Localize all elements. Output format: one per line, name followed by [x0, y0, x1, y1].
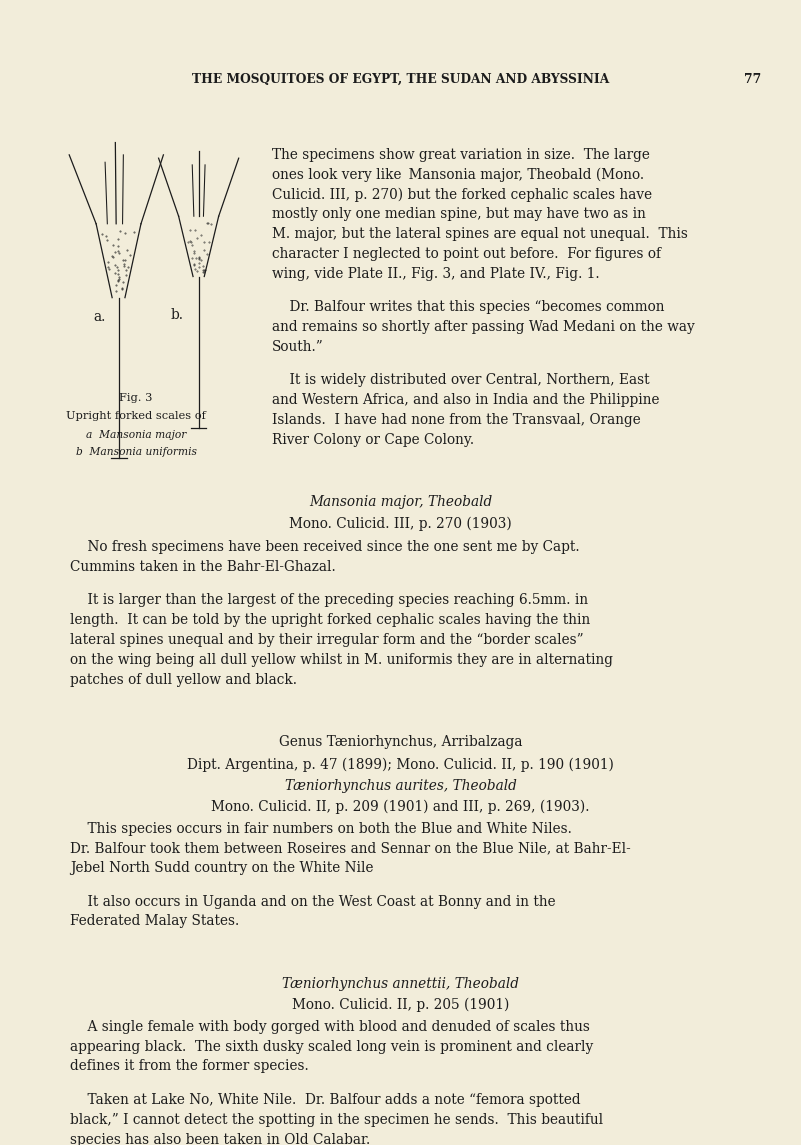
- Text: This species occurs in fair numbers on both the Blue and White Niles.: This species occurs in fair numbers on b…: [70, 821, 573, 836]
- Text: Tæniorhynchus annettii, Theobald: Tæniorhynchus annettii, Theobald: [282, 977, 519, 992]
- Text: Mansonia major, Theobald: Mansonia major, Theobald: [309, 496, 492, 510]
- Text: appearing black.  The sixth dusky scaled long vein is prominent and clearly: appearing black. The sixth dusky scaled …: [70, 1040, 594, 1053]
- Text: M. major, but the lateral spines are equal not unequal.  This: M. major, but the lateral spines are equ…: [272, 227, 688, 240]
- Text: Dr. Balfour writes that this species “becomes common: Dr. Balfour writes that this species “be…: [272, 300, 665, 314]
- Text: Dipt. Argentina, p. 47 (1899); Mono. Culicid. II, p. 190 (1901): Dipt. Argentina, p. 47 (1899); Mono. Cul…: [187, 757, 614, 772]
- Text: Jebel North Sudd country on the White Nile: Jebel North Sudd country on the White Ni…: [70, 861, 374, 875]
- Text: Federated Malay States.: Federated Malay States.: [70, 915, 239, 929]
- Text: Genus Tæniorhynchus, Arribalzaga: Genus Tæniorhynchus, Arribalzaga: [279, 735, 522, 749]
- Text: Cummins taken in the Bahr-El-Ghazal.: Cummins taken in the Bahr-El-Ghazal.: [70, 560, 336, 574]
- Text: It also occurs in Uganda and on the West Coast at Bonny and in the: It also occurs in Uganda and on the West…: [70, 894, 556, 909]
- Text: Upright forked scales of: Upright forked scales of: [66, 411, 206, 421]
- Text: No fresh specimens have been received since the one sent me by Capt.: No fresh specimens have been received si…: [70, 540, 580, 554]
- Text: species has also been taken in Old Calabar.: species has also been taken in Old Calab…: [70, 1132, 371, 1145]
- Text: and Western Africa, and also in India and the Philippine: and Western Africa, and also in India an…: [272, 393, 660, 408]
- Text: b.: b.: [171, 308, 183, 322]
- Text: b  Mansonia uniformis: b Mansonia uniformis: [75, 447, 197, 457]
- Text: 77: 77: [744, 73, 762, 86]
- Text: Fig. 3: Fig. 3: [119, 393, 153, 403]
- Text: Islands.  I have had none from the Transvaal, Orange: Islands. I have had none from the Transv…: [272, 413, 641, 427]
- Text: Mono. Culicid. II, p. 209 (1901) and III, p. 269, (1903).: Mono. Culicid. II, p. 209 (1901) and III…: [211, 799, 590, 814]
- Text: wing, vide Plate II., Fig. 3, and Plate IV., Fig. 1.: wing, vide Plate II., Fig. 3, and Plate …: [272, 267, 600, 281]
- Text: a  Mansonia major: a Mansonia major: [86, 429, 187, 440]
- Text: black,” I cannot detect the spotting in the specimen he sends.  This beautiful: black,” I cannot detect the spotting in …: [70, 1113, 604, 1127]
- Text: Mono. Culicid. II, p. 205 (1901): Mono. Culicid. II, p. 205 (1901): [292, 998, 509, 1012]
- Text: ones look very like  Mansonia major, Theobald (Mono.: ones look very like Mansonia major, Theo…: [272, 167, 645, 182]
- Text: a.: a.: [93, 310, 105, 324]
- Text: on the wing being all dull yellow whilst in M. uniformis they are in alternating: on the wing being all dull yellow whilst…: [70, 653, 614, 666]
- Text: character I neglected to point out before.  For figures of: character I neglected to point out befor…: [272, 247, 662, 261]
- Text: The specimens show great variation in size.  The large: The specimens show great variation in si…: [272, 148, 650, 161]
- Text: and remains so shortly after passing Wad Medani on the way: and remains so shortly after passing Wad…: [272, 319, 695, 334]
- Text: South.”: South.”: [272, 340, 324, 354]
- Text: lateral spines unequal and by their irregular form and the “border scales”: lateral spines unequal and by their irre…: [70, 633, 584, 647]
- Text: Culicid. III, p. 270) but the forked cephalic scales have: Culicid. III, p. 270) but the forked cep…: [272, 188, 653, 202]
- Text: It is widely distributed over Central, Northern, East: It is widely distributed over Central, N…: [272, 373, 650, 387]
- Text: Tæniorhynchus aurites, Theobald: Tæniorhynchus aurites, Theobald: [284, 779, 517, 793]
- Text: THE MOSQUITOES OF EGYPT, THE SUDAN AND ABYSSINIA: THE MOSQUITOES OF EGYPT, THE SUDAN AND A…: [192, 73, 609, 86]
- Text: defines it from the former species.: defines it from the former species.: [70, 1059, 309, 1074]
- Text: It is larger than the largest of the preceding species reaching 6.5mm. in: It is larger than the largest of the pre…: [70, 593, 589, 607]
- Text: mostly only one median spine, but may have two as in: mostly only one median spine, but may ha…: [272, 207, 646, 221]
- Text: Mono. Culicid. III, p. 270 (1903): Mono. Culicid. III, p. 270 (1903): [289, 516, 512, 530]
- Text: A single female with body gorged with blood and denuded of scales thus: A single female with body gorged with bl…: [70, 1020, 590, 1034]
- Text: Dr. Balfour took them between Roseires and Sennar on the Blue Nile, at Bahr-El-: Dr. Balfour took them between Roseires a…: [70, 842, 631, 855]
- Text: length.  It can be told by the upright forked cephalic scales having the thin: length. It can be told by the upright fo…: [70, 614, 591, 627]
- Text: Taken at Lake No, White Nile.  Dr. Balfour adds a note “femora spotted: Taken at Lake No, White Nile. Dr. Balfou…: [70, 1093, 581, 1107]
- Text: patches of dull yellow and black.: patches of dull yellow and black.: [70, 672, 297, 687]
- Text: River Colony or Cape Colony.: River Colony or Cape Colony.: [272, 433, 474, 447]
